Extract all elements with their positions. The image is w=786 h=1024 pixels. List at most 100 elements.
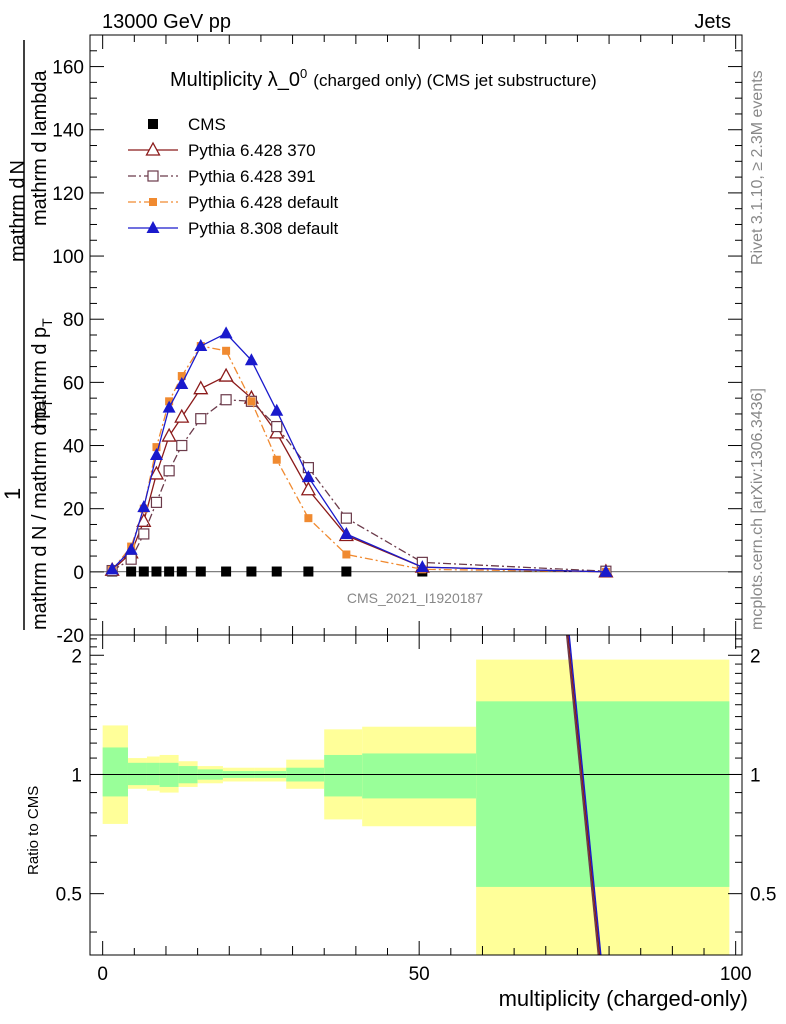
ratio-y-tick-label-right: 1 bbox=[750, 765, 761, 786]
y-tick-label: 120 bbox=[52, 184, 84, 205]
ratio-uncertainty-bands bbox=[102, 659, 730, 955]
ratio-model-lines bbox=[565, 634, 602, 956]
data-point bbox=[137, 500, 151, 513]
legend: CMS Pythia 6.428 370 Pythia 6.428 391 Pythi… bbox=[128, 115, 339, 238]
data-point bbox=[303, 566, 314, 577]
data-point bbox=[342, 550, 351, 559]
y-tick-label: 160 bbox=[52, 58, 84, 79]
data-point bbox=[301, 470, 315, 483]
y-tick-label: 140 bbox=[52, 121, 84, 142]
legend-label: Pythia 6.428 391 bbox=[188, 167, 316, 186]
data-point bbox=[163, 465, 175, 477]
data-point bbox=[220, 394, 232, 406]
data-point bbox=[304, 514, 313, 523]
data-point bbox=[270, 403, 284, 416]
data-point bbox=[195, 566, 206, 577]
series-line bbox=[111, 399, 606, 572]
chart-title-rest: (charged only) (CMS jet substructure) bbox=[313, 71, 596, 90]
data-point bbox=[176, 566, 187, 577]
ratio-line bbox=[567, 634, 601, 956]
series-line bbox=[111, 332, 606, 573]
main-y-axis-label: 1 mathrm d N / mathrm d pT mathrm dN mat… bbox=[0, 40, 55, 630]
data-point bbox=[221, 566, 232, 577]
ratio-y-tick-label: 2 bbox=[71, 646, 82, 667]
y-tick-label: 100 bbox=[52, 247, 84, 268]
y-tick-label: 80 bbox=[63, 310, 84, 331]
analysis-id-watermark: CMS_2021_I1920187 bbox=[347, 590, 483, 606]
y-label-lambda: mathrm d lambda bbox=[29, 70, 51, 226]
series-line bbox=[111, 345, 606, 573]
data-point bbox=[164, 566, 175, 577]
header-right-label: Jets bbox=[694, 11, 731, 33]
y-tick-label: -20 bbox=[57, 626, 84, 647]
ratio-y-tick-label: 0.5 bbox=[56, 885, 82, 906]
data-point bbox=[341, 566, 352, 577]
x-tick-label: 0 bbox=[97, 964, 108, 985]
data-point bbox=[152, 443, 161, 452]
data-point bbox=[246, 566, 257, 577]
main-x-ticks bbox=[102, 35, 737, 635]
inner-band bbox=[102, 747, 128, 797]
ratio-y-axis: 0.5 0.5 1 1 2 2 bbox=[56, 638, 776, 933]
data-point bbox=[177, 372, 186, 381]
data-point bbox=[161, 427, 177, 442]
ratio-y-tick-label: 1 bbox=[71, 765, 82, 786]
data-point bbox=[195, 413, 207, 425]
data-point bbox=[149, 448, 163, 460]
y-label-one: 1 bbox=[0, 488, 25, 500]
data-point bbox=[175, 376, 189, 389]
main-series-group bbox=[104, 326, 614, 578]
ratio-plot-frame bbox=[89, 634, 743, 956]
data-point bbox=[138, 528, 150, 540]
ratio-plot-panel: 0.5 0.5 1 1 2 2 0 50 100 Ratio to CMS multiplic… bbox=[25, 634, 776, 1011]
y-tick-label: 60 bbox=[63, 373, 84, 394]
data-point bbox=[174, 408, 190, 423]
data-point bbox=[162, 400, 176, 413]
legend-item: Pythia 6.428 370 bbox=[128, 141, 316, 160]
legend-item: Pythia 8.308 default bbox=[128, 219, 339, 238]
data-point bbox=[247, 397, 256, 406]
legend-marker bbox=[148, 119, 158, 129]
series-4 bbox=[105, 326, 613, 577]
rivet-version-label: Rivet 3.1.10, ≥ 2.3M events bbox=[749, 70, 766, 265]
header-left-label: 13000 GeV pp bbox=[102, 11, 231, 33]
main-plot-panel: -20 0 20 40 60 80 100 120 140 160 Multiplicity λ_… bbox=[0, 34, 743, 647]
y-tick-label: 40 bbox=[63, 437, 84, 458]
legend-item: Pythia 6.428 391 bbox=[128, 167, 316, 186]
x-axis-label: multiplicity (charged-only) bbox=[499, 986, 748, 1011]
legend-marker bbox=[145, 141, 161, 156]
data-point bbox=[125, 553, 137, 565]
x-tick-label: 100 bbox=[720, 964, 752, 985]
data-point bbox=[222, 346, 231, 355]
ratio-line bbox=[565, 634, 600, 956]
chart-title: Multiplicity λ_00 (charged only) (CMS jet… bbox=[170, 66, 597, 91]
data-point bbox=[599, 564, 613, 577]
data-point bbox=[271, 420, 283, 433]
mcplots-label: mcplots.cern.ch [arXiv:1306.3436] bbox=[749, 388, 766, 630]
inner-band bbox=[362, 753, 477, 799]
chart-title-main: Multiplicity λ_0 bbox=[170, 69, 300, 91]
series-line bbox=[111, 375, 606, 573]
data-point bbox=[415, 560, 429, 573]
ratio-line bbox=[568, 634, 602, 956]
legend-marker bbox=[147, 170, 159, 182]
data-point bbox=[340, 512, 352, 524]
legend-label: Pythia 6.428 370 bbox=[188, 141, 316, 160]
data-point bbox=[151, 566, 162, 577]
data-point bbox=[271, 566, 282, 577]
legend-item: CMS bbox=[148, 115, 226, 134]
legend-label: Pythia 8.308 default bbox=[188, 219, 339, 238]
series-1 bbox=[104, 367, 614, 578]
legend-label: Pythia 6.428 default bbox=[188, 193, 339, 212]
data-point bbox=[124, 542, 138, 555]
x-tick-label: 50 bbox=[409, 964, 430, 985]
data-point bbox=[193, 380, 209, 395]
ratio-y-tick-label-right: 0.5 bbox=[750, 885, 776, 906]
y-label-denominator: mathrm d N / mathrm d pT bbox=[29, 399, 55, 630]
y-label-lower: mathrm d pT bbox=[29, 318, 55, 428]
data-point bbox=[272, 455, 281, 464]
legend-label: CMS bbox=[188, 115, 226, 134]
data-point bbox=[150, 496, 163, 508]
ratio-y-axis-label: Ratio to CMS bbox=[25, 786, 42, 875]
